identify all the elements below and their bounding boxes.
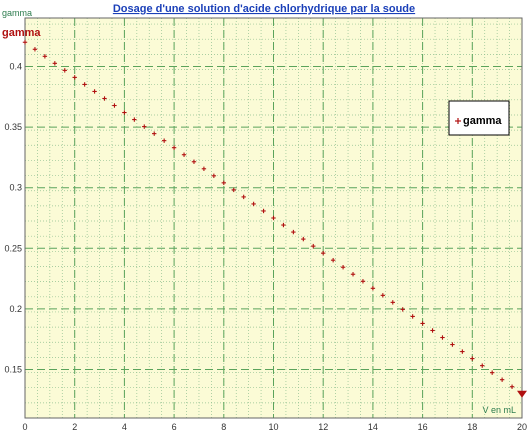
data-point (321, 250, 326, 256)
data-point (201, 166, 207, 171)
data-point (142, 124, 147, 129)
data-point (171, 145, 177, 150)
data-point (390, 300, 395, 305)
data-point (112, 103, 117, 108)
x-tick-label: 12 (318, 422, 328, 432)
y-tick-label: 0.4 (9, 61, 22, 71)
data-point (22, 40, 28, 45)
y-tick-label: 0.25 (4, 243, 22, 253)
series-corner-label: gamma (2, 27, 41, 39)
data-point (181, 152, 187, 157)
legend[interactable]: gamma (448, 100, 510, 136)
y-tick-label: 0.2 (9, 304, 22, 314)
legend-marker-plus-icon (455, 118, 461, 124)
data-point (420, 321, 425, 326)
data-point (430, 328, 435, 333)
y-tick-label: 0.15 (4, 365, 22, 375)
data-point (132, 117, 137, 122)
x-tick-label: 2 (72, 422, 77, 432)
chart-title: Dosage d'une solution d'acide chlorhydri… (113, 3, 415, 15)
data-point (340, 265, 346, 270)
y-axis-title: gamma (2, 8, 32, 18)
x-tick-label: 18 (467, 422, 477, 432)
series-gamma (22, 40, 527, 398)
data-point (499, 377, 505, 382)
x-axis-ticks: 0 2 4 6 8 10 12 14 16 18 20 (22, 422, 527, 432)
x-tick-label: 0 (22, 422, 27, 432)
data-point (92, 89, 97, 94)
data-point (470, 356, 475, 361)
data-point (301, 236, 306, 242)
data-point (370, 286, 376, 291)
data-point (211, 173, 217, 179)
data-point (450, 342, 455, 347)
data-point (102, 96, 107, 101)
data-point (251, 201, 256, 207)
x-tick-label: 16 (418, 422, 428, 432)
legend-label: gamma (463, 115, 502, 127)
data-point (410, 314, 415, 319)
data-point (509, 384, 515, 389)
data-point (161, 138, 167, 143)
data-point (191, 159, 197, 164)
plot-border (24, 17, 523, 419)
minimum-point-marker (517, 390, 527, 398)
data-point (261, 208, 266, 214)
data-point (42, 54, 48, 59)
data-point (82, 82, 87, 87)
legend-box (448, 100, 510, 136)
y-axis-ticks: 0.15 0.2 0.25 0.3 0.35 0.4 (4, 61, 22, 374)
x-tick-label: 6 (172, 422, 177, 432)
x-tick-label: 10 (268, 422, 278, 432)
data-point (489, 370, 495, 375)
data-point (291, 229, 296, 235)
major-grid (24, 18, 523, 418)
data-point (72, 75, 77, 80)
x-tick-label: 14 (368, 422, 378, 432)
data-point (360, 279, 366, 284)
data-point (440, 335, 445, 340)
data-point (52, 61, 58, 66)
x-axis-title: V en mL (482, 405, 516, 415)
y-tick-label: 0.35 (4, 122, 22, 132)
data-point (480, 363, 485, 368)
data-point (380, 293, 386, 298)
data-point (152, 131, 157, 136)
data-point (311, 243, 316, 249)
data-point (281, 222, 286, 228)
data-point (350, 272, 356, 277)
data-point (221, 180, 226, 186)
data-point (231, 187, 236, 193)
data-point (330, 257, 336, 263)
data-point (122, 110, 127, 115)
data-point (271, 215, 276, 221)
x-tick-label: 20 (517, 422, 527, 432)
data-point (62, 68, 67, 73)
data-point (460, 349, 465, 354)
data-point (32, 47, 38, 52)
y-tick-label: 0.3 (9, 183, 22, 193)
x-tick-label: 4 (122, 422, 127, 432)
data-point (241, 194, 246, 200)
x-tick-label: 8 (221, 422, 226, 432)
data-point (400, 307, 405, 312)
